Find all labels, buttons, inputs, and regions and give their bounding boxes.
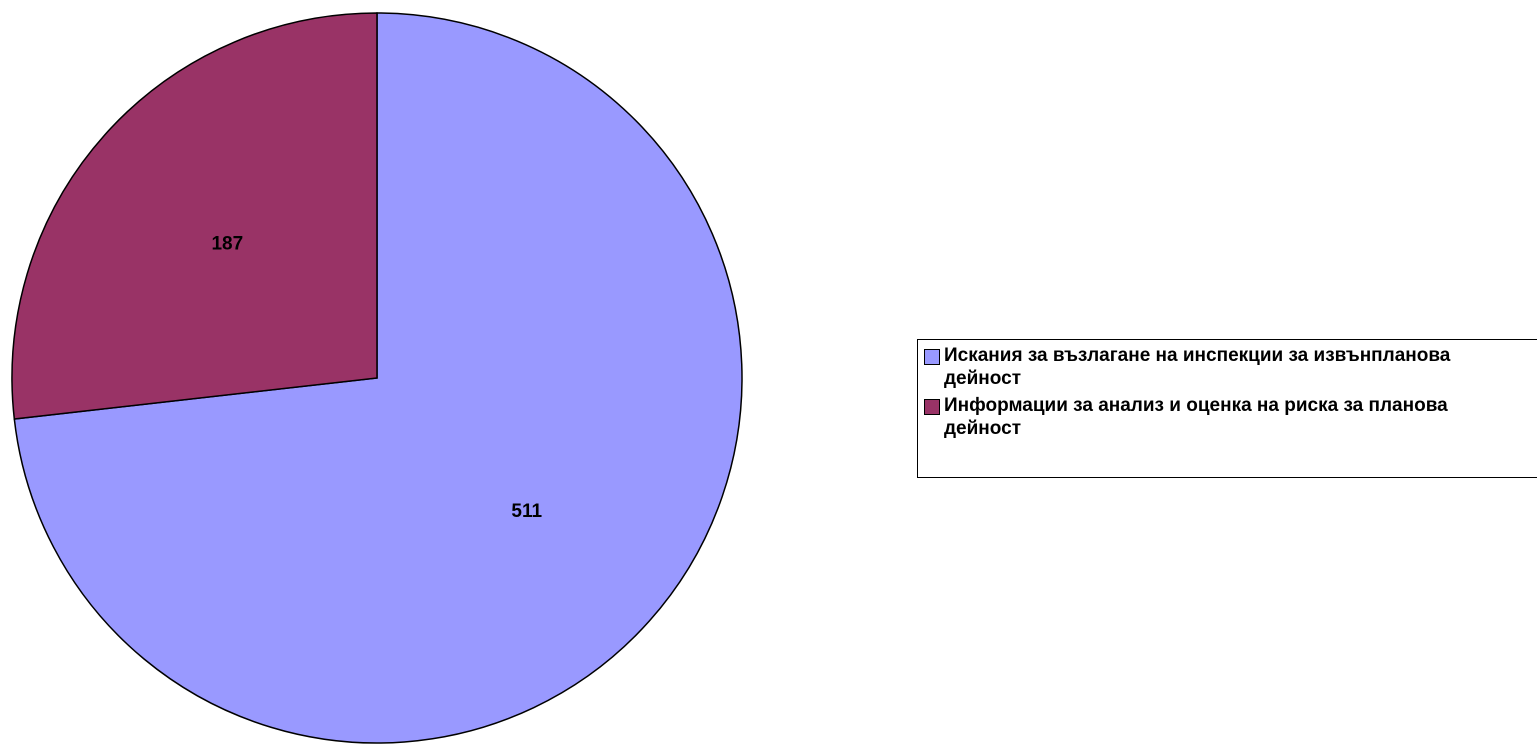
legend: Искания за възлагане на инспекции за изв… [917, 339, 1537, 478]
legend-label: Информации за анализ и оценка на риска з… [944, 395, 1448, 439]
data-label: 187 [211, 233, 243, 254]
pie-slice [13, 12, 743, 744]
data-label: 511 [511, 501, 542, 522]
pie-slice [11, 12, 378, 420]
legend-entry: Искания за възлагане на инспекции за изв… [924, 344, 1537, 390]
legend-swatch [924, 349, 940, 365]
legend-label: Искания за възлагане на инспекции за изв… [944, 345, 1451, 389]
legend-swatch [924, 399, 940, 415]
legend-entry: Информации за анализ и оценка на риска з… [924, 394, 1537, 440]
